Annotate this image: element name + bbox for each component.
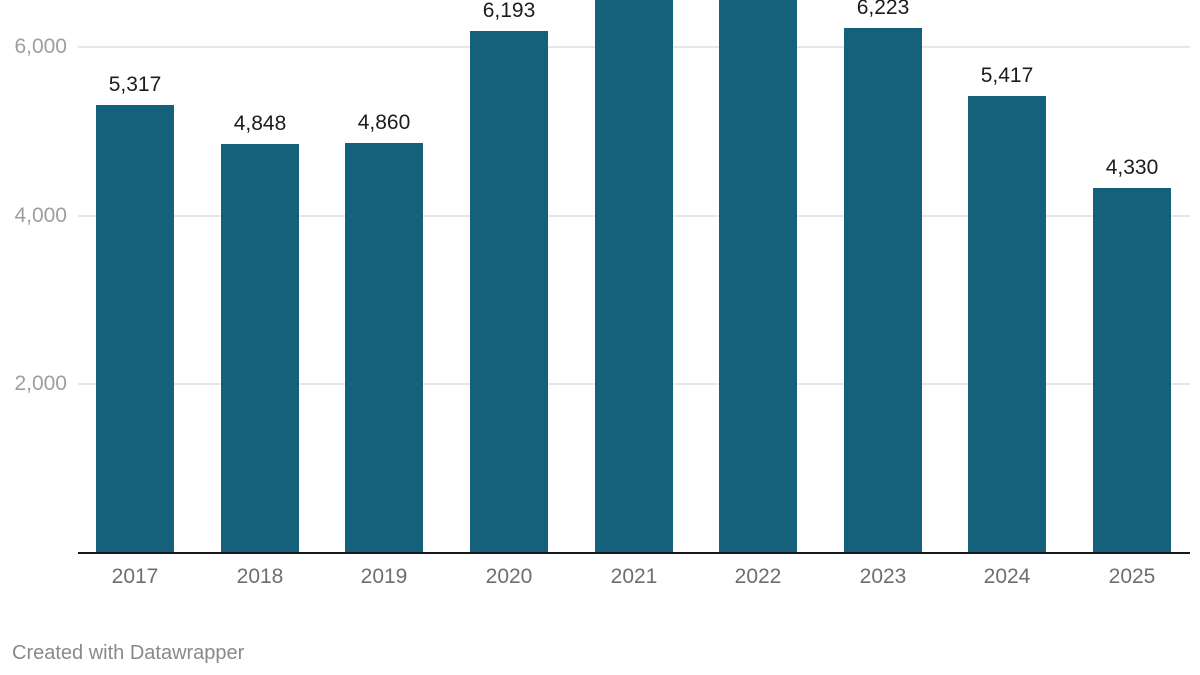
bar-value-label: 5,417 [980, 64, 1034, 87]
x-tick-label: 2018 [236, 565, 284, 588]
bar[interactable] [968, 96, 1046, 553]
bar[interactable] [221, 144, 299, 553]
x-tick-label: 2020 [485, 565, 533, 588]
x-tick-label: 2024 [983, 565, 1031, 588]
bar-value-label: 6,193 [482, 0, 536, 22]
bar[interactable] [719, 0, 797, 553]
y-tick-label: 2,000 [14, 372, 67, 395]
bar-value-label: 6,223 [856, 0, 910, 19]
x-tick-label: 2022 [734, 565, 782, 588]
bar[interactable] [844, 28, 922, 553]
x-tick-label: 2019 [360, 565, 408, 588]
bar[interactable] [96, 105, 174, 553]
bar-value-label: 4,860 [357, 111, 411, 134]
x-axis-line [78, 552, 1190, 554]
x-tick-label: 2017 [111, 565, 159, 588]
bar-value-label: 5,317 [108, 73, 162, 96]
y-tick-label: 4,000 [14, 204, 67, 227]
bar-value-label: 4,848 [233, 112, 287, 135]
y-tick-label: 6,000 [14, 35, 67, 58]
bar[interactable] [595, 0, 673, 553]
bar[interactable] [1093, 188, 1171, 553]
bar[interactable] [470, 31, 548, 553]
x-tick-label: 2025 [1108, 565, 1156, 588]
x-tick-label: 2023 [859, 565, 907, 588]
bar-value-label: 4,330 [1105, 156, 1159, 179]
datawrapper-attribution-link[interactable]: Created with Datawrapper [12, 642, 245, 664]
x-tick-label: 2021 [610, 565, 658, 588]
bar[interactable] [345, 143, 423, 553]
